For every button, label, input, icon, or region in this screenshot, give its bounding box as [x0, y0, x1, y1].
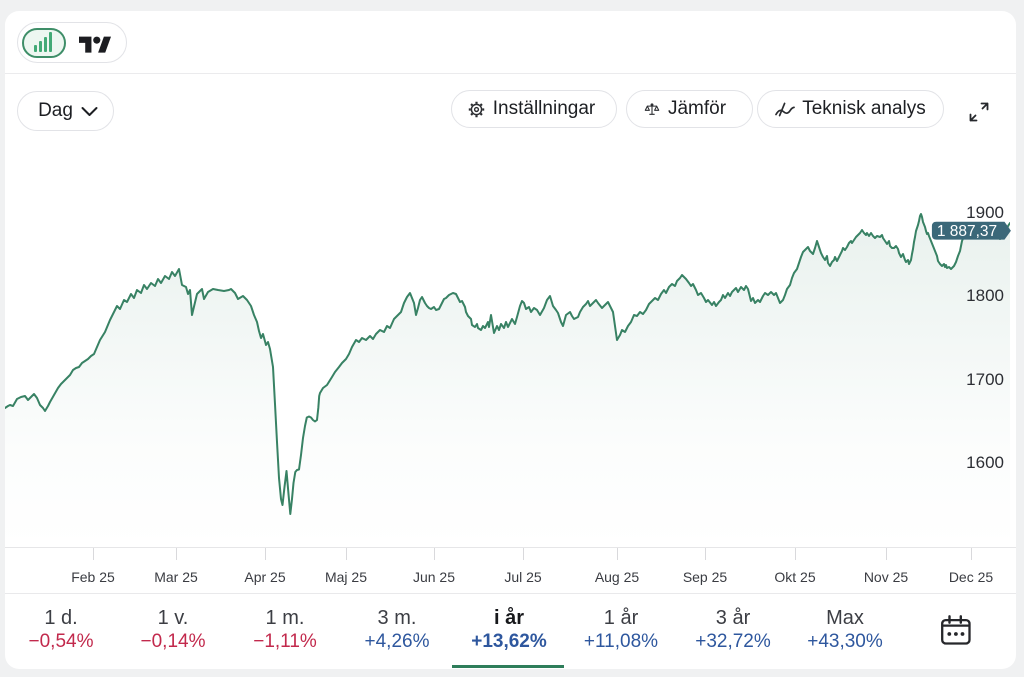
svg-text:1 887,37: 1 887,37	[937, 223, 997, 240]
